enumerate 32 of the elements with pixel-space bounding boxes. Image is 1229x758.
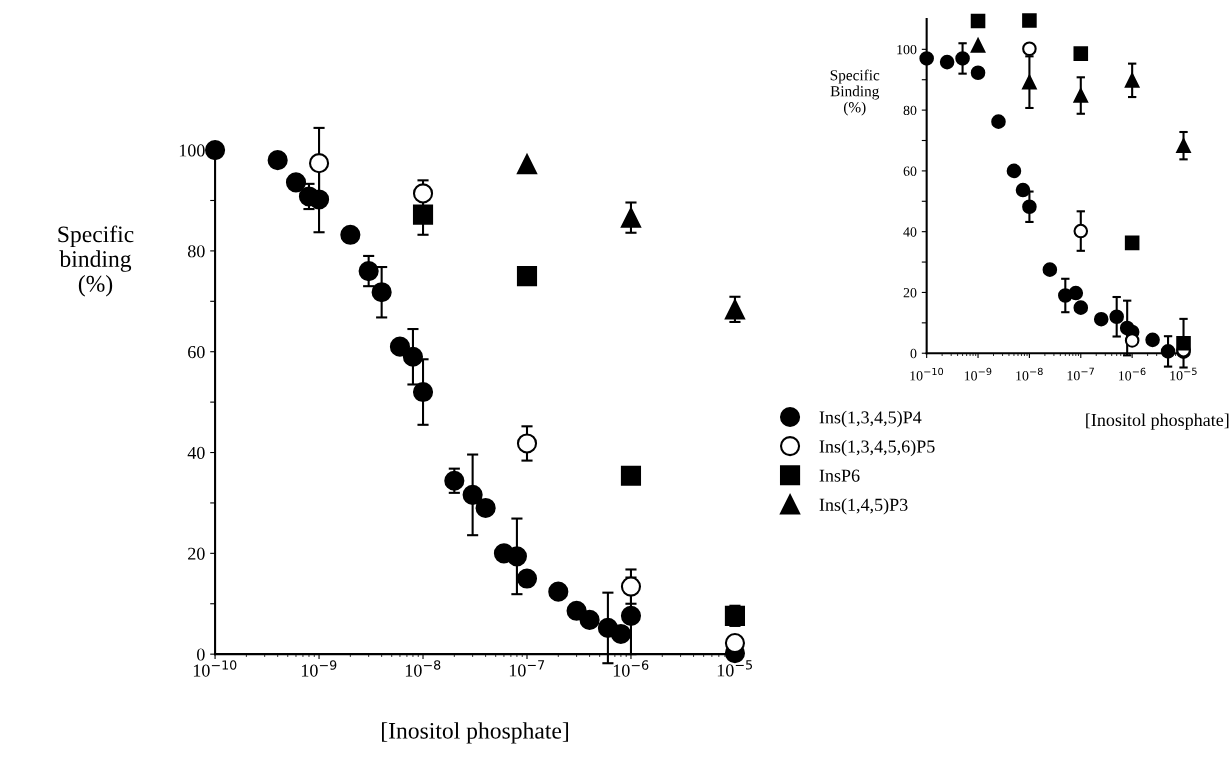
y-tick-label: 60 [188,345,205,359]
y-tick-label: 20 [188,547,205,560]
y-axis-title: Specific Binding (%) [830,69,880,116]
y-axis-title: Specific binding (%) [58,225,134,297]
x-axis-title: [Inositol phosphate] [1086,413,1229,430]
y-tick-label: 80 [187,245,205,258]
x-tick-label: 10$^{−10}$ [193,660,237,677]
x-tick-label: 10$^{−8}$ [1016,367,1043,381]
legend-label: InsP6 [819,469,860,482]
x-tick-label: 10$^{−6}$ [1119,367,1146,381]
x-tick-label: 10$^{−6}$ [613,660,649,677]
y-tick-label: 40 [903,227,917,237]
legend-label: Ins(1,4,5)P3 [819,498,908,515]
x-tick-label: 10$^{−5}$ [1170,367,1197,381]
y-tick-label: 20 [903,288,917,298]
y-tick-label: 0 [910,348,917,359]
y-tick-label: 80 [903,105,917,116]
y-tick-label: 0 [197,648,205,661]
x-tick-label: 10$^{−8}$ [405,660,441,677]
x-axis-title: [Inositol phosphate] [382,722,569,744]
y-tick-label: 40 [187,446,205,459]
y-tick-label: 100 [179,144,205,157]
x-tick-label: 10$^{−7}$ [1067,367,1094,381]
y-tick-label: 60 [903,166,917,176]
x-tick-label: 10$^{−7}$ [509,660,545,677]
legend-label: Ins(1,3,4,5)P4 [819,410,922,428]
x-tick-label: 10$^{−10}$ [910,367,944,381]
x-tick-label: 10$^{−5}$ [717,660,753,677]
y-tick-label: 100 [897,44,917,55]
legend-label: Ins(1,3,4,5,6)P5 [819,439,935,457]
x-tick-label: 10$^{−9}$ [964,367,992,381]
x-tick-label: 10$^{−9}$ [301,660,337,677]
